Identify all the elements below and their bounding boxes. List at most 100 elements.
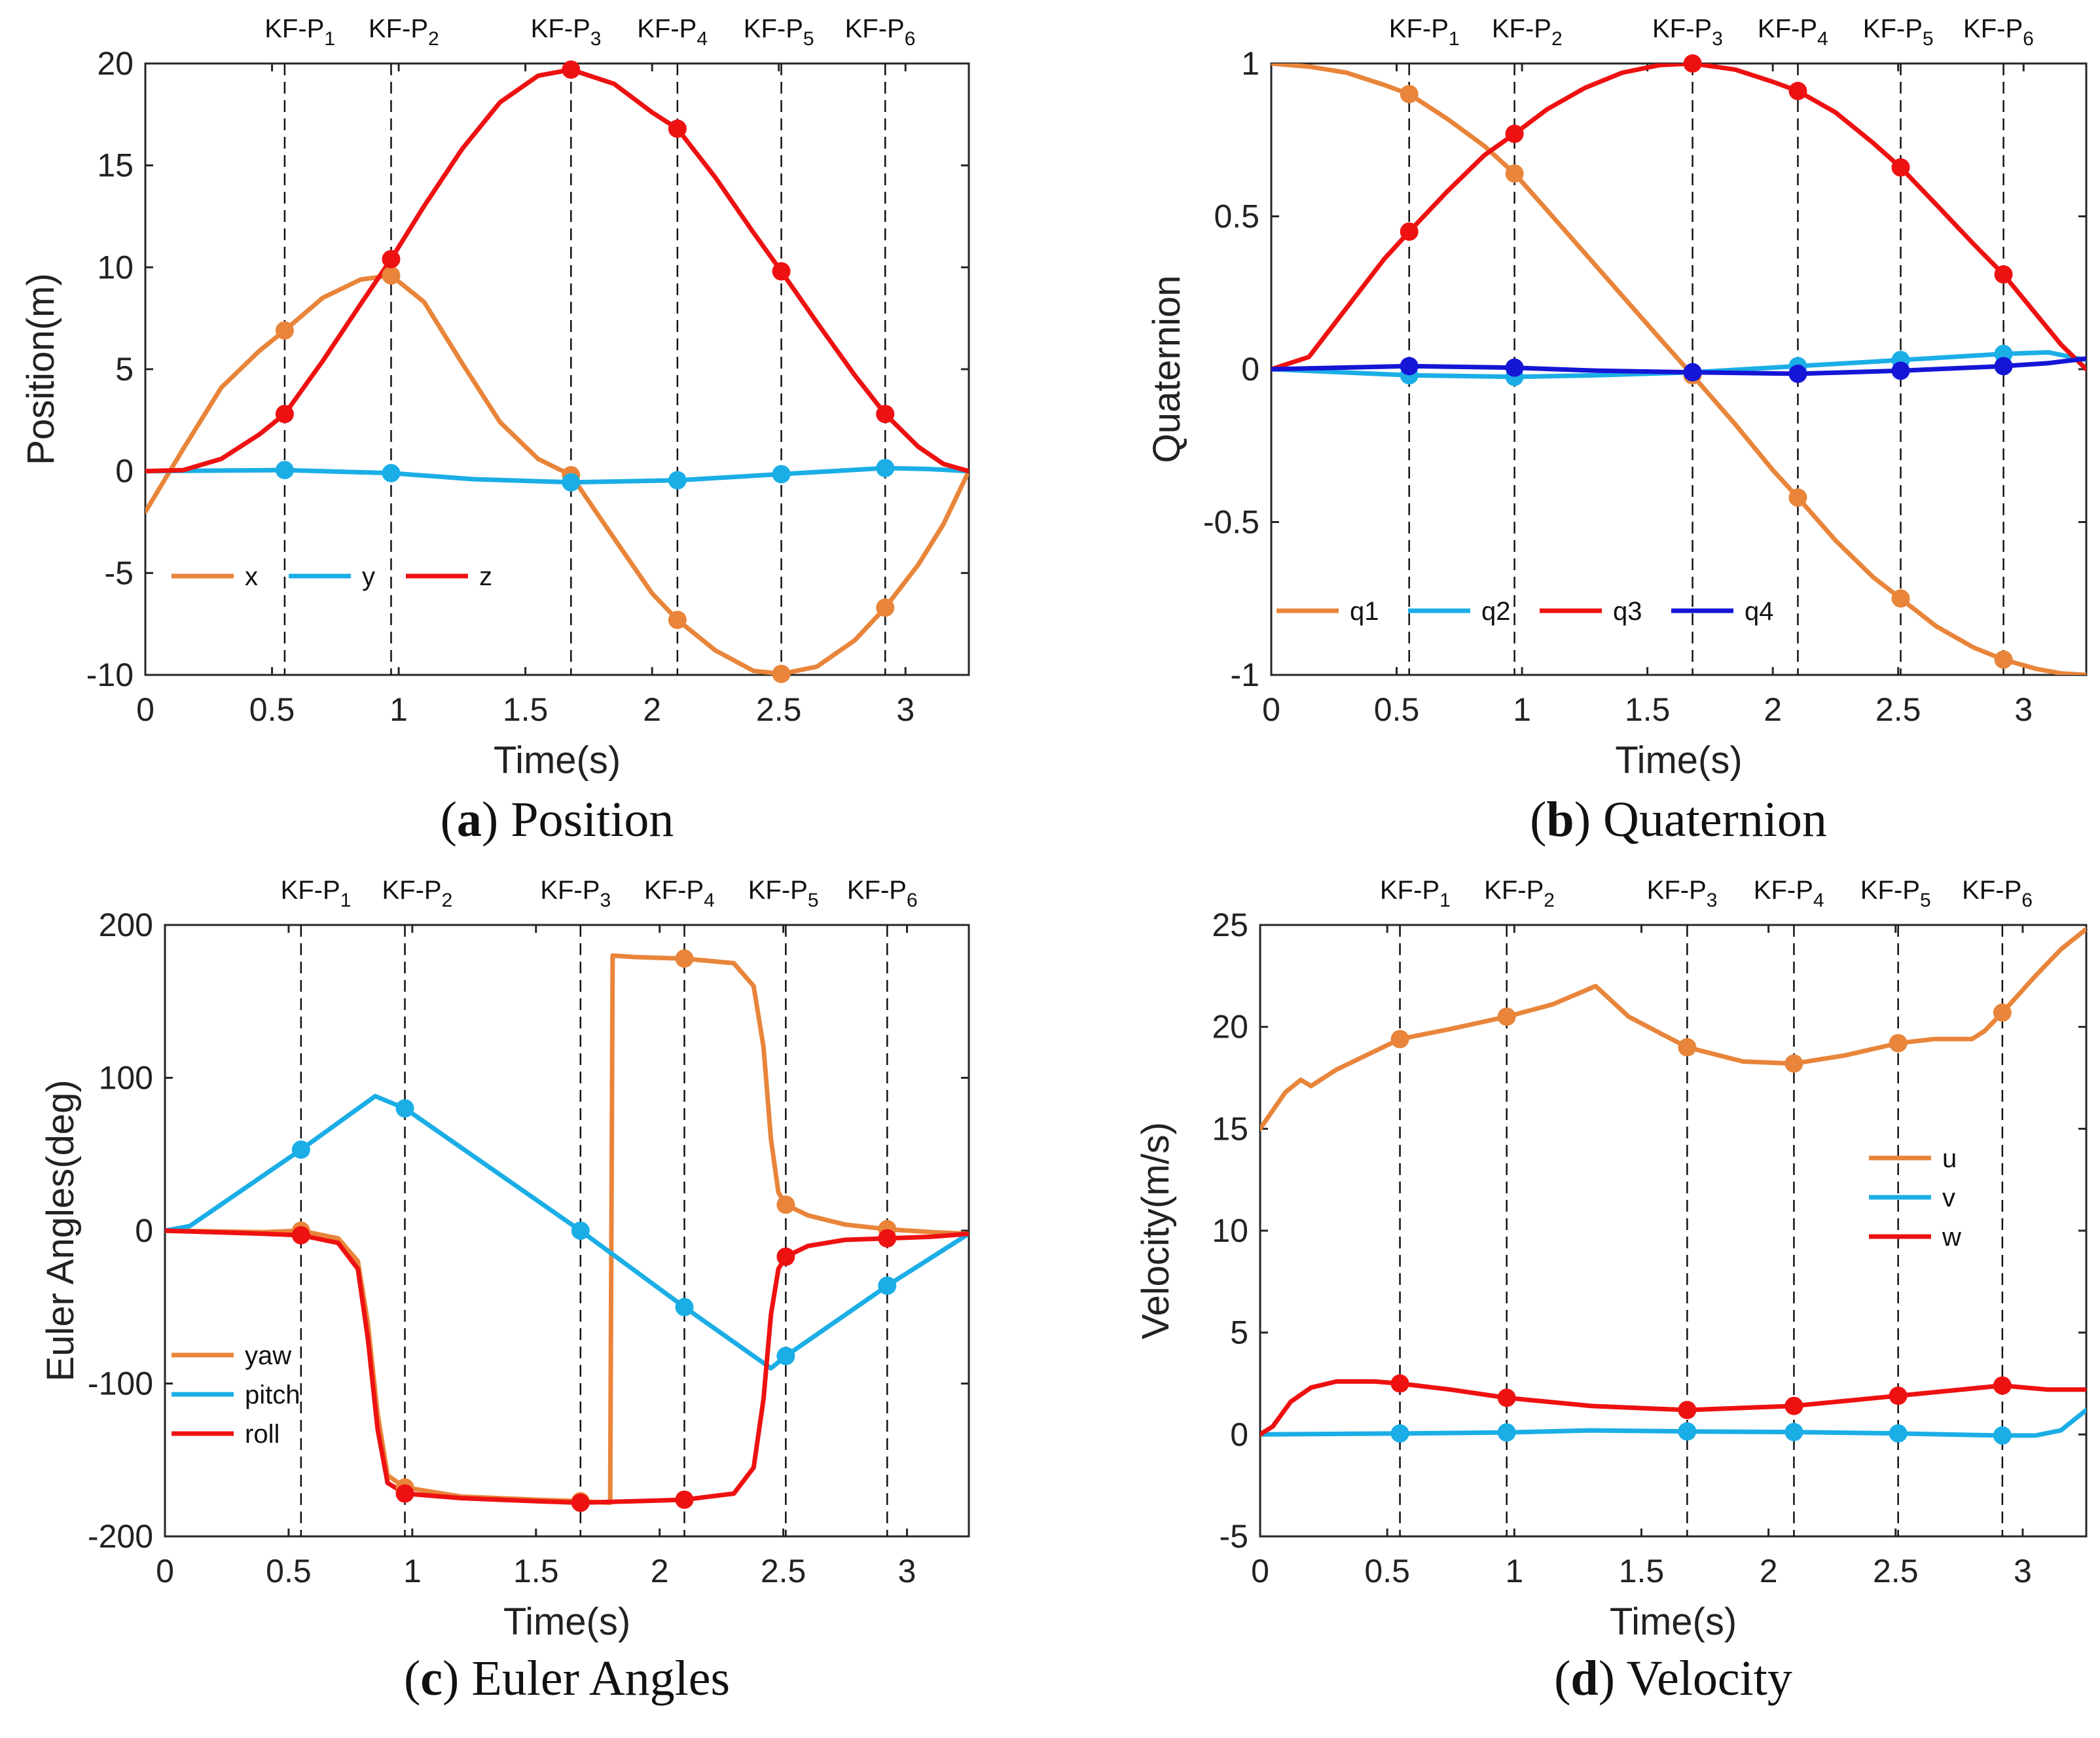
keyframe-label: KF-P3 (540, 876, 611, 911)
series-marker-roll (395, 1484, 414, 1503)
series-marker-w (1889, 1386, 1908, 1405)
series-marker-v (1993, 1426, 2012, 1445)
x-tick-label: 1.5 (503, 691, 549, 728)
series-marker-pitch (776, 1347, 795, 1366)
series-marker-pitch (878, 1276, 897, 1295)
chart-panel-a: 0 0.5 1 1.5 2 2.5 3 -10 -5 0 5 10 15 20 Time(s) Positio… (20, 14, 970, 847)
x-tick-label: 1 (403, 1553, 422, 1589)
series-marker-y (668, 471, 687, 490)
series-marker-u (1678, 1038, 1697, 1057)
keyframe-label: KF-P2 (1484, 876, 1555, 911)
series-marker-y (876, 458, 895, 477)
legend-label-z: z (479, 562, 492, 591)
series-line-w (1260, 1379, 2086, 1437)
series-marker-w (1678, 1400, 1697, 1419)
x-tick-label: 2 (643, 691, 661, 728)
series-marker-q3 (1683, 54, 1702, 73)
panel-caption: (b) Quaternion (1530, 792, 1827, 847)
x-axis-label: Time(s) (503, 1601, 630, 1643)
legend: yaw pitch roll (172, 1341, 300, 1449)
x-tick-label: 1.5 (513, 1553, 559, 1589)
keyframe-label: KF-P6 (1962, 876, 2033, 911)
legend-label-w: w (1942, 1223, 1961, 1252)
x-tick-label: 1 (1513, 691, 1531, 728)
series-marker-q4 (1891, 361, 1910, 380)
y-tick-label: 200 (99, 907, 153, 943)
series-marker-pitch (291, 1140, 310, 1159)
series-marker-pitch (395, 1099, 414, 1118)
series-marker-z (668, 119, 687, 138)
keyframe-label: KF-P5 (748, 876, 819, 911)
series-marker-z (876, 405, 895, 424)
series-marker-w (1390, 1374, 1409, 1393)
series-line-roll (165, 1228, 969, 1506)
series-marker-q1 (1891, 589, 1910, 608)
series-line-u (1260, 926, 2086, 1131)
panel-caption: (a) Position (441, 792, 674, 847)
y-tick-label: 0.5 (1214, 198, 1259, 235)
series-marker-roll (776, 1247, 795, 1266)
x-tick-label: 1 (389, 691, 408, 728)
legend: x y z (172, 562, 492, 591)
y-tick-label: 20 (1212, 1009, 1248, 1045)
y-axis-label: Velocity(m/s) (1134, 1122, 1177, 1339)
keyframe-label: KF-P1 (264, 14, 335, 50)
keyframe-label: KF-P5 (1863, 14, 1934, 50)
series-marker-v (1784, 1422, 1803, 1441)
series-marker-q4 (1788, 365, 1807, 384)
series-marker-w (1993, 1376, 2012, 1395)
series-marker-z (275, 405, 294, 424)
keyframe-label: KF-P4 (1758, 14, 1828, 50)
x-tick-label: 3 (896, 691, 914, 728)
keyframe-label: KF-P3 (1647, 876, 1718, 911)
series-marker-z (562, 60, 581, 79)
y-tick-label: -0.5 (1203, 504, 1259, 541)
x-tick-label: 0.5 (1374, 691, 1420, 728)
series-marker-q4 (1683, 363, 1702, 382)
legend-label-q4: q4 (1745, 597, 1774, 626)
x-tick-label: 2.5 (756, 691, 802, 728)
series-line-y (145, 465, 969, 485)
series-marker-q4 (1400, 357, 1419, 376)
y-tick-label: 1 (1241, 45, 1259, 82)
x-tick-label: 0.5 (266, 1553, 312, 1589)
series-marker-roll (291, 1226, 310, 1245)
keyframe-label: KF-P2 (1492, 14, 1563, 50)
series-marker-q3 (1400, 222, 1419, 241)
y-tick-label: 10 (1212, 1212, 1248, 1249)
keyframe-label: KF-P6 (1963, 14, 2034, 50)
series-marker-u (1497, 1007, 1516, 1026)
legend: uvw (1869, 1144, 1961, 1252)
y-tick-label: -5 (1220, 1518, 1248, 1555)
keyframe-label: KF-P2 (382, 876, 452, 911)
x-tick-label: 0 (1251, 1553, 1269, 1589)
series-marker-y (275, 461, 294, 480)
keyframe-label: KF-P4 (637, 14, 708, 50)
keyframe-label: KF-P3 (531, 14, 602, 50)
x-tick-label: 3 (2014, 691, 2033, 728)
y-axis-label: Euler Angles(deg) (39, 1079, 82, 1381)
keyframe-label: KF-P6 (847, 876, 918, 911)
series-marker-roll (878, 1229, 897, 1248)
x-axis-label: Time(s) (494, 739, 621, 782)
series-marker-y (772, 465, 791, 484)
x-tick-label: 2.5 (1873, 1553, 1919, 1589)
keyframe-label: KF-P1 (281, 876, 352, 911)
legend-label-q3: q3 (1613, 597, 1642, 626)
x-tick-label: 3 (898, 1553, 916, 1589)
keyframe-label: KF-P1 (1380, 876, 1451, 911)
x-tick-label: 1.5 (1619, 1553, 1665, 1589)
legend-label-q2: q2 (1481, 597, 1511, 626)
y-tick-label: 20 (97, 45, 134, 82)
x-tick-label: 3 (2014, 1553, 2032, 1589)
series-marker-v (1390, 1424, 1409, 1443)
series-marker-v (1889, 1424, 1908, 1443)
y-tick-label: 10 (97, 249, 134, 285)
series-marker-x (772, 664, 791, 683)
keyframe-label: KF-P5 (1860, 876, 1931, 911)
y-tick-label: 0 (1241, 351, 1259, 388)
series-marker-pitch (675, 1297, 694, 1316)
series-marker-q3 (1505, 124, 1524, 143)
